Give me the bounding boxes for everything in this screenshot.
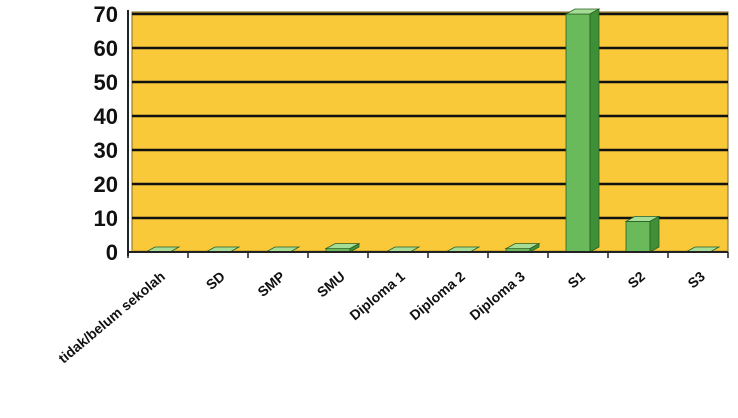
- y-tick-label: 50: [94, 70, 118, 95]
- y-axis-ticks: 0 10 20 30 40 50 60 70: [94, 2, 118, 265]
- y-tick-label: 30: [94, 138, 118, 163]
- x-tick-label: S2: [625, 268, 649, 291]
- x-tick-label: SMP: [254, 268, 288, 300]
- gridlines: [132, 12, 728, 220]
- y-tick-label: 40: [94, 104, 118, 129]
- bar: [625, 220, 651, 253]
- bar-side: [529, 242, 540, 253]
- bar-side: [649, 215, 660, 253]
- bar-side: [589, 8, 600, 253]
- axes: [127, 10, 729, 258]
- x-tick-label: S3: [685, 268, 709, 291]
- y-tick-label: 20: [94, 172, 118, 197]
- y-tick-label: 70: [94, 2, 118, 27]
- x-tick-label: Diploma 3: [466, 268, 528, 323]
- bar: [565, 13, 591, 253]
- x-tick-label: SD: [203, 268, 228, 293]
- y-tick-label: 0: [106, 240, 118, 265]
- x-tick-label: SMU: [314, 268, 348, 300]
- x-tick-label: S1: [565, 268, 589, 291]
- x-tick-label: Diploma 1: [346, 268, 408, 323]
- bar-side: [349, 242, 360, 253]
- x-tick-label: tidak/belum sekolah: [55, 268, 168, 366]
- x-tick-label: Diploma 2: [406, 268, 468, 323]
- y-tick-label: 60: [94, 36, 118, 61]
- plot-background: [131, 11, 729, 253]
- y-tick-label: 10: [94, 206, 118, 231]
